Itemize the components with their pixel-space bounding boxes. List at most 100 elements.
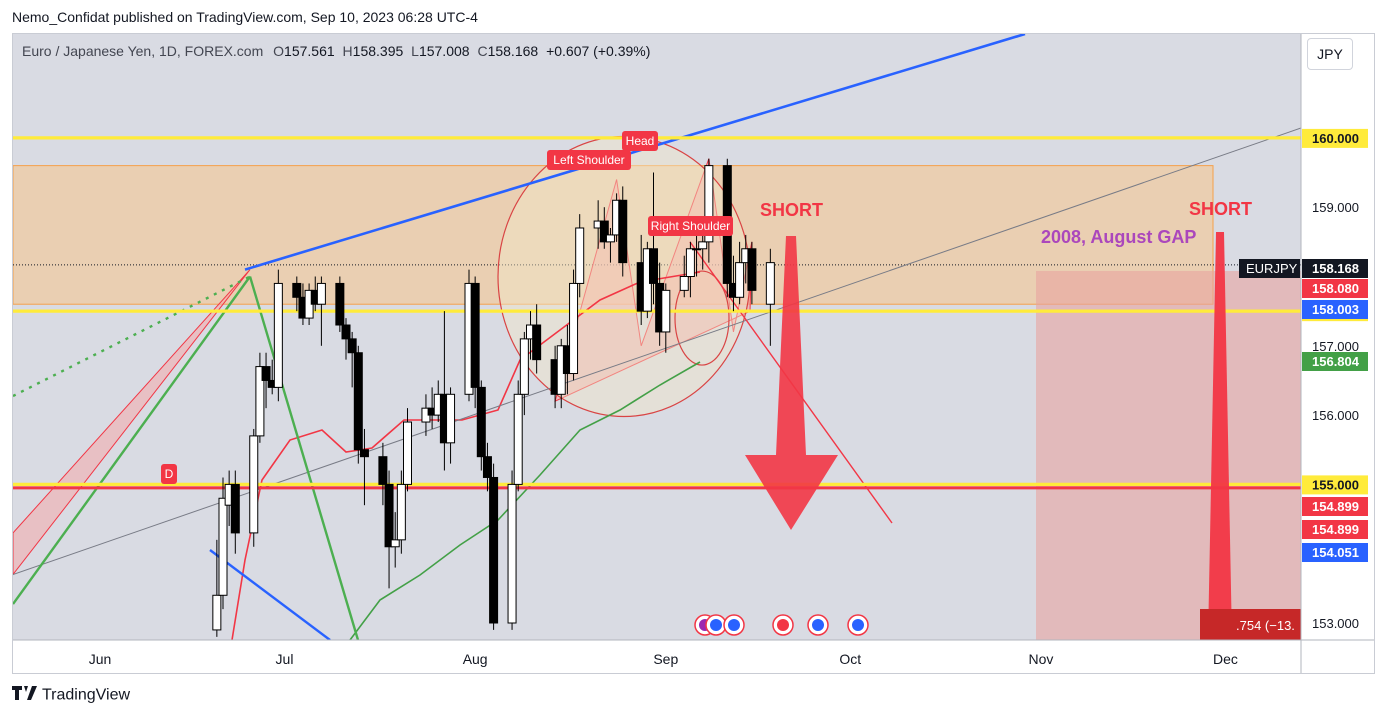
y-tick-label: 159.000 <box>1312 200 1359 215</box>
candle-body <box>618 199 628 264</box>
legend-open-label: O <box>273 43 285 59</box>
candle-body <box>765 262 775 305</box>
candle-body <box>698 241 708 250</box>
blue-trendline <box>244 34 1026 271</box>
price-tag: 154.899 <box>1312 522 1359 537</box>
candle-body <box>353 352 363 451</box>
x-tick-label: Jul <box>276 651 294 667</box>
footer-brand-text: TradingView <box>42 686 131 704</box>
x-tick-label: Jun <box>89 651 112 667</box>
neckline-circle <box>674 270 730 366</box>
candle-body <box>661 289 671 333</box>
level-price-tag-bg <box>1302 475 1368 495</box>
price-tag-bg <box>1302 259 1368 278</box>
level-price-tag-bg <box>1302 128 1368 148</box>
gap-zone <box>1036 270 1301 640</box>
x-tick-label: Aug <box>463 651 488 667</box>
candle <box>685 241 695 298</box>
candle-body <box>384 483 394 548</box>
candle-body <box>378 456 388 485</box>
legend-change: +0.607 (+0.39%) <box>546 43 651 59</box>
bottom-readout-box <box>1200 609 1301 640</box>
green-trendline-down <box>248 276 360 640</box>
candle-body <box>569 282 579 375</box>
candle <box>273 269 283 402</box>
candle-body <box>649 248 658 284</box>
candle <box>378 442 388 506</box>
candle-body <box>359 449 369 458</box>
candle-body <box>347 338 357 354</box>
price-tag: 156.804 <box>1312 354 1360 369</box>
candle <box>649 172 658 305</box>
candle-body <box>255 366 265 437</box>
ma-red-line <box>231 271 701 640</box>
symbol-tag: EURJPY <box>1246 261 1298 276</box>
price-tag: 158.080 <box>1312 281 1359 296</box>
candle <box>335 276 345 332</box>
symbol-tag-bg <box>1239 259 1300 278</box>
candle-body <box>396 483 406 541</box>
legend: Euro / Japanese Yen, 1D, FOREX.com O157.… <box>22 43 650 59</box>
legend-high-label: H <box>342 43 353 59</box>
candle <box>507 470 517 630</box>
y-tick-label: 153.000 <box>1312 616 1359 631</box>
event-icon-dot <box>710 619 722 631</box>
price-tag: 154.899 <box>1312 499 1359 514</box>
candle <box>359 428 369 506</box>
label-gap: 2008, August GAP <box>1041 227 1196 247</box>
candle <box>446 387 456 464</box>
candle <box>347 331 357 388</box>
x-tick-label: Oct <box>839 651 861 667</box>
candle <box>519 331 529 416</box>
candle-body <box>403 421 412 485</box>
candle-body <box>679 276 689 291</box>
label-head: Head <box>626 134 655 148</box>
candle-body <box>704 165 714 243</box>
candle <box>482 442 492 492</box>
y-tick-label: 157.000 <box>1312 339 1359 354</box>
level-price-tag: 155.000 <box>1312 477 1359 492</box>
label-left-shoulder-bg <box>547 150 631 170</box>
candle <box>403 408 412 492</box>
label-head-bg <box>622 131 658 151</box>
event-icon-dot <box>852 619 864 631</box>
label-short-1: SHORT <box>760 200 823 220</box>
footer-brand[interactable]: TradingView <box>12 686 130 705</box>
candle <box>661 283 671 353</box>
candle-body <box>599 220 609 243</box>
candle <box>599 207 609 249</box>
candle-body <box>212 594 222 631</box>
candle-body <box>273 282 283 388</box>
label-short-2: SHORT <box>1189 199 1252 219</box>
blue-support-line <box>209 549 331 640</box>
candle <box>249 428 259 547</box>
candle <box>765 248 775 346</box>
candle-body <box>685 248 695 277</box>
tradingview-logo-icon <box>12 686 38 705</box>
candle <box>569 269 579 381</box>
legend-symbol: Euro / Japanese Yen, 1D, FOREX.com <box>22 43 264 59</box>
currency-button[interactable]: JPY <box>1307 38 1353 70</box>
candle-body <box>513 393 523 485</box>
level-price-tag: 160.000 <box>1312 131 1359 146</box>
price-tag-bg <box>1302 300 1368 319</box>
candle <box>230 470 240 554</box>
legend-close-label: C <box>477 43 488 59</box>
candle-body <box>605 234 615 243</box>
candle <box>679 255 689 298</box>
event-icon-dot <box>812 619 824 631</box>
candle <box>341 318 351 360</box>
candle <box>513 380 523 492</box>
legend-high: 158.395 <box>352 43 404 59</box>
candle <box>353 345 363 464</box>
price-tag-bg <box>1302 352 1368 371</box>
candle-body <box>249 435 259 534</box>
legend-low-label: L <box>411 43 419 59</box>
price-tag-bg <box>1302 543 1368 562</box>
candle <box>212 539 222 637</box>
candle <box>735 241 745 305</box>
candle <box>384 470 394 589</box>
legend-close: 158.168 <box>487 43 539 59</box>
y-tick-label: 156.000 <box>1312 408 1359 423</box>
